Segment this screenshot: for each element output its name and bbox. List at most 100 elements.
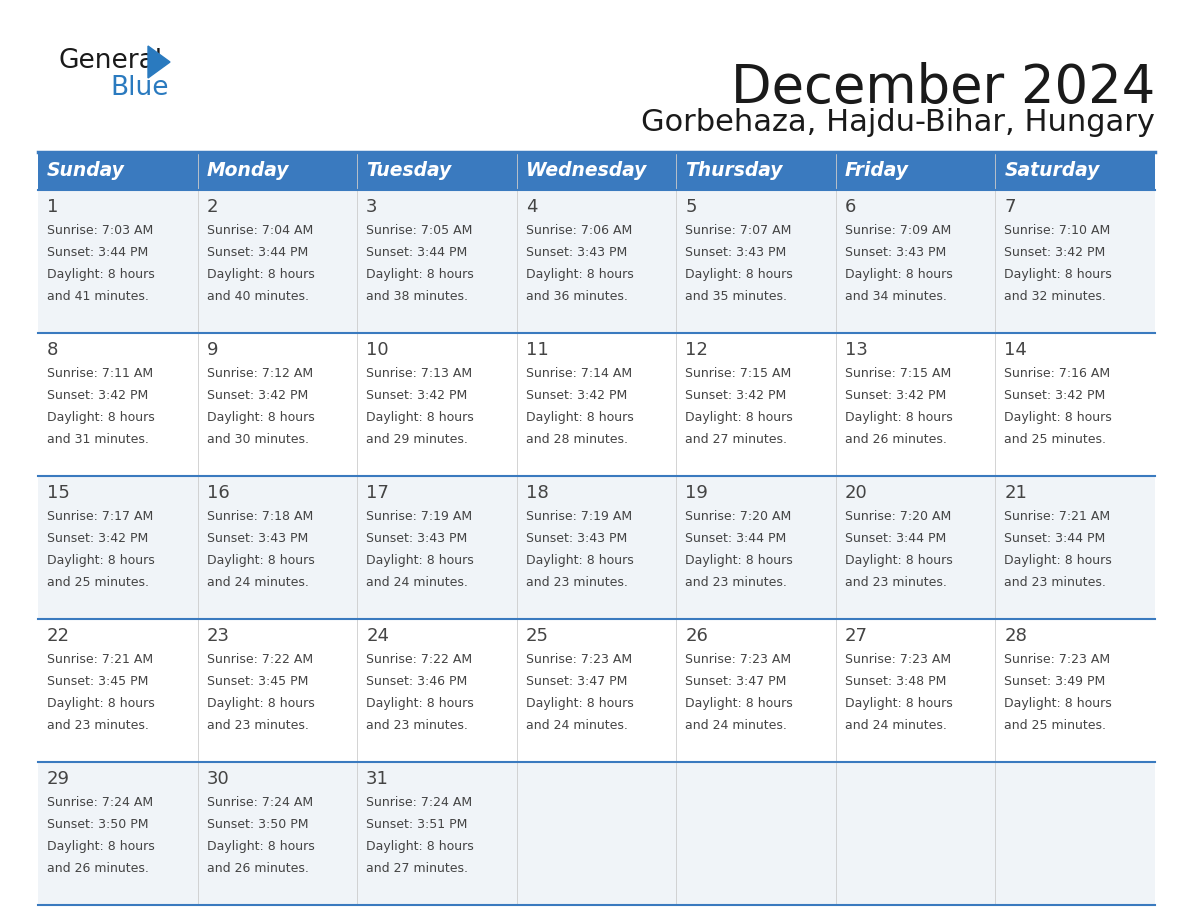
Text: and 26 minutes.: and 26 minutes. [845, 433, 947, 446]
Text: Sunset: 3:51 PM: Sunset: 3:51 PM [366, 818, 468, 831]
Text: and 25 minutes.: and 25 minutes. [48, 576, 148, 589]
Text: and 23 minutes.: and 23 minutes. [1004, 576, 1106, 589]
Text: Daylight: 8 hours: Daylight: 8 hours [366, 697, 474, 710]
Text: Daylight: 8 hours: Daylight: 8 hours [207, 411, 315, 424]
Text: Daylight: 8 hours: Daylight: 8 hours [366, 840, 474, 853]
Text: Sunset: 3:43 PM: Sunset: 3:43 PM [366, 532, 467, 545]
Text: and 30 minutes.: and 30 minutes. [207, 433, 309, 446]
Text: Daylight: 8 hours: Daylight: 8 hours [366, 411, 474, 424]
Bar [38, 190, 1155, 333]
Text: Sunrise: 7:03 AM: Sunrise: 7:03 AM [48, 224, 153, 237]
Text: Sunset: 3:43 PM: Sunset: 3:43 PM [526, 246, 627, 259]
Text: Sunset: 3:42 PM: Sunset: 3:42 PM [1004, 246, 1106, 259]
Text: 25: 25 [526, 627, 549, 645]
Text: Daylight: 8 hours: Daylight: 8 hours [526, 554, 633, 567]
Text: and 25 minutes.: and 25 minutes. [1004, 433, 1106, 446]
Bar [517, 152, 676, 190]
Text: 13: 13 [845, 341, 867, 359]
Text: 8: 8 [48, 341, 58, 359]
Text: 17: 17 [366, 484, 388, 502]
Text: 30: 30 [207, 770, 229, 788]
Text: Sunrise: 7:24 AM: Sunrise: 7:24 AM [48, 796, 153, 809]
Text: Monday: Monday [207, 162, 289, 181]
Text: Sunrise: 7:19 AM: Sunrise: 7:19 AM [366, 510, 473, 523]
Text: 11: 11 [526, 341, 549, 359]
Bar [38, 619, 1155, 762]
Text: Sunrise: 7:23 AM: Sunrise: 7:23 AM [685, 653, 791, 666]
Text: Daylight: 8 hours: Daylight: 8 hours [845, 411, 953, 424]
Text: Daylight: 8 hours: Daylight: 8 hours [845, 268, 953, 281]
Text: Sunset: 3:44 PM: Sunset: 3:44 PM [207, 246, 308, 259]
Text: Sunset: 3:46 PM: Sunset: 3:46 PM [366, 675, 467, 688]
Text: and 24 minutes.: and 24 minutes. [207, 576, 309, 589]
Text: 6: 6 [845, 198, 857, 216]
Text: and 27 minutes.: and 27 minutes. [685, 433, 788, 446]
Text: Sunrise: 7:09 AM: Sunrise: 7:09 AM [845, 224, 952, 237]
Text: 18: 18 [526, 484, 549, 502]
Text: Sunrise: 7:24 AM: Sunrise: 7:24 AM [366, 796, 473, 809]
Bar [996, 152, 1155, 190]
Text: 7: 7 [1004, 198, 1016, 216]
Text: 27: 27 [845, 627, 868, 645]
Text: 12: 12 [685, 341, 708, 359]
Text: Daylight: 8 hours: Daylight: 8 hours [685, 554, 794, 567]
Text: Sunrise: 7:19 AM: Sunrise: 7:19 AM [526, 510, 632, 523]
Text: Sunset: 3:42 PM: Sunset: 3:42 PM [48, 389, 148, 402]
Text: Sunset: 3:44 PM: Sunset: 3:44 PM [845, 532, 946, 545]
Text: 31: 31 [366, 770, 388, 788]
Text: 15: 15 [48, 484, 70, 502]
Text: Sunrise: 7:06 AM: Sunrise: 7:06 AM [526, 224, 632, 237]
Text: 19: 19 [685, 484, 708, 502]
Text: Sunset: 3:44 PM: Sunset: 3:44 PM [1004, 532, 1106, 545]
Text: Sunrise: 7:16 AM: Sunrise: 7:16 AM [1004, 367, 1111, 380]
Text: Wednesday: Wednesday [526, 162, 646, 181]
Text: Daylight: 8 hours: Daylight: 8 hours [685, 411, 794, 424]
Text: Sunrise: 7:23 AM: Sunrise: 7:23 AM [526, 653, 632, 666]
Text: Daylight: 8 hours: Daylight: 8 hours [48, 411, 154, 424]
Text: 29: 29 [48, 770, 70, 788]
Text: Tuesday: Tuesday [366, 162, 451, 181]
Text: and 32 minutes.: and 32 minutes. [1004, 290, 1106, 303]
Text: Daylight: 8 hours: Daylight: 8 hours [845, 697, 953, 710]
Text: 22: 22 [48, 627, 70, 645]
Text: Sunrise: 7:11 AM: Sunrise: 7:11 AM [48, 367, 153, 380]
Text: Daylight: 8 hours: Daylight: 8 hours [685, 697, 794, 710]
Text: and 24 minutes.: and 24 minutes. [526, 719, 627, 732]
Text: Sunrise: 7:23 AM: Sunrise: 7:23 AM [1004, 653, 1111, 666]
Bar [358, 152, 517, 190]
Text: Sunrise: 7:15 AM: Sunrise: 7:15 AM [845, 367, 952, 380]
Text: Sunset: 3:42 PM: Sunset: 3:42 PM [845, 389, 946, 402]
Text: Sunrise: 7:21 AM: Sunrise: 7:21 AM [1004, 510, 1111, 523]
Text: and 25 minutes.: and 25 minutes. [1004, 719, 1106, 732]
Text: Sunset: 3:42 PM: Sunset: 3:42 PM [48, 532, 148, 545]
Text: and 23 minutes.: and 23 minutes. [366, 719, 468, 732]
Text: Daylight: 8 hours: Daylight: 8 hours [366, 268, 474, 281]
Text: and 24 minutes.: and 24 minutes. [685, 719, 788, 732]
Text: Sunrise: 7:12 AM: Sunrise: 7:12 AM [207, 367, 312, 380]
Text: Sunrise: 7:07 AM: Sunrise: 7:07 AM [685, 224, 791, 237]
Text: Sunrise: 7:20 AM: Sunrise: 7:20 AM [685, 510, 791, 523]
Text: 21: 21 [1004, 484, 1028, 502]
Bar [197, 152, 358, 190]
Text: 24: 24 [366, 627, 390, 645]
Text: Sunrise: 7:14 AM: Sunrise: 7:14 AM [526, 367, 632, 380]
Text: Sunrise: 7:10 AM: Sunrise: 7:10 AM [1004, 224, 1111, 237]
Text: Sunrise: 7:21 AM: Sunrise: 7:21 AM [48, 653, 153, 666]
Text: 4: 4 [526, 198, 537, 216]
Text: 3: 3 [366, 198, 378, 216]
Text: and 38 minutes.: and 38 minutes. [366, 290, 468, 303]
Text: and 28 minutes.: and 28 minutes. [526, 433, 627, 446]
Text: Sunrise: 7:17 AM: Sunrise: 7:17 AM [48, 510, 153, 523]
Text: Sunset: 3:42 PM: Sunset: 3:42 PM [1004, 389, 1106, 402]
Text: Daylight: 8 hours: Daylight: 8 hours [207, 840, 315, 853]
Text: and 36 minutes.: and 36 minutes. [526, 290, 627, 303]
Text: Daylight: 8 hours: Daylight: 8 hours [207, 554, 315, 567]
Text: Daylight: 8 hours: Daylight: 8 hours [366, 554, 474, 567]
Text: Sunset: 3:42 PM: Sunset: 3:42 PM [366, 389, 467, 402]
Text: Sunrise: 7:24 AM: Sunrise: 7:24 AM [207, 796, 312, 809]
Text: Daylight: 8 hours: Daylight: 8 hours [48, 697, 154, 710]
Bar [836, 152, 996, 190]
Text: Sunset: 3:45 PM: Sunset: 3:45 PM [48, 675, 148, 688]
Text: Sunset: 3:43 PM: Sunset: 3:43 PM [685, 246, 786, 259]
Text: 1: 1 [48, 198, 58, 216]
